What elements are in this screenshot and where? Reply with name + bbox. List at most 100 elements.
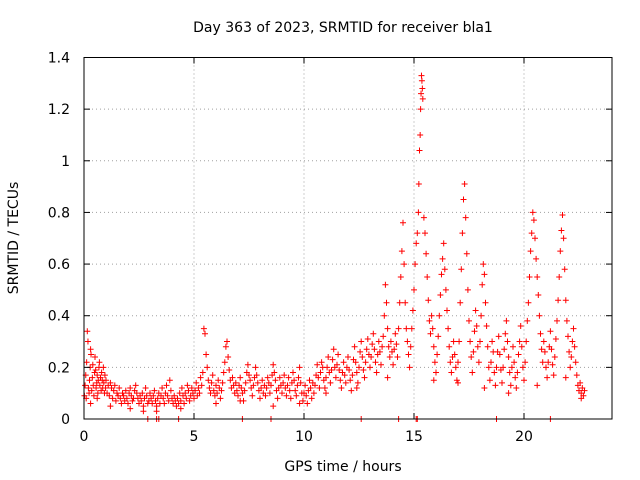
data-point (133, 390, 140, 397)
data-point (482, 299, 489, 306)
data-point (253, 372, 260, 379)
data-point (578, 395, 585, 402)
data-point (215, 377, 222, 384)
data-point (538, 346, 545, 353)
data-point (221, 359, 228, 366)
data-point (354, 379, 361, 386)
data-point (554, 317, 560, 324)
data-point (519, 364, 526, 371)
data-point (129, 397, 136, 404)
data-point (150, 392, 157, 399)
data-point (263, 385, 270, 392)
data-point (317, 369, 324, 376)
data-point (92, 354, 98, 361)
data-point (266, 390, 273, 397)
data-point (496, 351, 503, 358)
data-point (332, 374, 339, 381)
data-point (142, 385, 149, 392)
data-point (286, 387, 293, 394)
data-point (492, 382, 499, 389)
data-point (467, 338, 474, 345)
data-point (127, 405, 134, 412)
data-point (154, 395, 161, 402)
x-axis-label: GPS time / hours (284, 459, 401, 475)
data-point (441, 266, 448, 273)
data-point (393, 341, 400, 348)
data-point (425, 297, 432, 304)
data-point (353, 369, 360, 376)
data-point (569, 338, 576, 345)
data-point (258, 385, 265, 392)
data-point (526, 273, 533, 280)
data-point (299, 397, 306, 404)
data-point (89, 361, 96, 368)
data-point (469, 369, 476, 376)
data-point (242, 379, 249, 386)
data-point (140, 408, 147, 415)
data-point (544, 374, 551, 381)
data-point (329, 356, 336, 363)
data-point (565, 333, 571, 340)
data-point (323, 390, 329, 397)
data-point (291, 377, 298, 384)
chart-title: Day 363 of 2023, SRMTID for receiver bla… (193, 20, 493, 36)
x-tick-label: 10 (295, 429, 313, 445)
data-point (384, 325, 391, 332)
data-point (202, 330, 208, 337)
data-point (306, 377, 313, 384)
data-point (90, 382, 97, 389)
data-point (545, 359, 552, 366)
data-point (323, 374, 329, 381)
data-point (504, 338, 511, 345)
data-point (149, 400, 156, 407)
data-point (220, 369, 227, 376)
data-point (316, 385, 323, 392)
y-tick-label: 0.8 (48, 205, 70, 221)
data-point (559, 212, 566, 219)
data-point (84, 338, 91, 345)
data-point (486, 377, 493, 384)
data-point (505, 390, 512, 397)
data-point (453, 377, 460, 384)
data-point (418, 72, 425, 79)
data-point (107, 379, 114, 386)
data-point (347, 377, 354, 384)
data-point (395, 325, 402, 332)
data-point (83, 359, 90, 366)
x-tick-label: 5 (190, 429, 199, 445)
data-point (373, 369, 380, 376)
data-point (213, 382, 219, 389)
data-point (418, 90, 425, 97)
data-point (541, 348, 548, 355)
data-point (371, 346, 378, 353)
data-point (294, 382, 301, 389)
data-point (296, 364, 303, 371)
data-point (428, 312, 435, 319)
ticks-layer: 0 5 10 15 20 0 0.2 0.4 0.6 0.8 1 1.2 1.4 (48, 51, 612, 445)
data-point (502, 330, 509, 337)
data-point (153, 403, 160, 410)
data-point (416, 147, 423, 154)
data-point (117, 395, 124, 402)
data-point (174, 395, 181, 402)
data-point (330, 346, 337, 353)
data-point (285, 374, 292, 381)
data-point (385, 343, 392, 350)
data-point (225, 354, 232, 361)
data-point (178, 385, 185, 392)
data-point (533, 255, 540, 262)
data-point (85, 385, 92, 392)
data-point (90, 392, 97, 399)
data-point (524, 317, 531, 324)
data-point (543, 364, 549, 371)
data-point (477, 338, 483, 345)
data-point (489, 338, 496, 345)
data-point (459, 230, 466, 237)
data-point (427, 330, 434, 337)
data-point (435, 333, 442, 340)
data-point (213, 400, 219, 407)
data-point (262, 392, 269, 399)
data-point (433, 369, 439, 376)
data-point (307, 385, 314, 392)
data-point (507, 382, 514, 389)
